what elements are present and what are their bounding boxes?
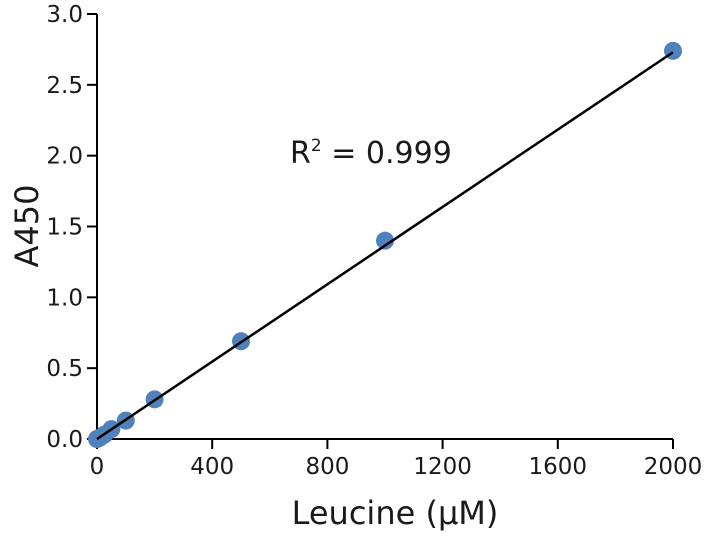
r-squared-annotation: R2 = 0.999 <box>290 136 452 171</box>
x-tick-label: 400 <box>190 454 234 480</box>
r-squared-prefix: R <box>290 136 311 171</box>
fit-line <box>96 51 674 441</box>
x-tick-label: 2000 <box>644 454 703 480</box>
x-tick-label: 1200 <box>413 454 472 480</box>
r-squared-value: = 0.999 <box>322 136 452 171</box>
fit-line-group <box>96 51 674 441</box>
x-tick-label: 1600 <box>529 454 588 480</box>
x-tick-label: 800 <box>305 454 349 480</box>
x-axis-title: Leucine (μM) <box>292 494 499 532</box>
y-tick-label: 2.0 <box>46 144 83 170</box>
y-axis: 0.0 0.5 1.0 1.5 2.0 2.5 3.0 <box>46 2 98 453</box>
x-tick-label: 0 <box>90 454 105 480</box>
r-squared-superscript: 2 <box>311 136 322 156</box>
y-tick-label: 1.0 <box>46 285 83 311</box>
y-tick-label: 1.5 <box>46 215 83 241</box>
y-tick-label: 2.5 <box>46 73 83 99</box>
y-tick-label: 0.0 <box>46 427 83 453</box>
data-point <box>376 231 394 250</box>
x-axis: 0 400 800 1200 1600 2000 <box>90 438 703 480</box>
y-tick-label: 3.0 <box>46 2 83 28</box>
y-axis-title: A450 <box>8 185 46 268</box>
y-tick-label: 0.5 <box>46 356 83 382</box>
